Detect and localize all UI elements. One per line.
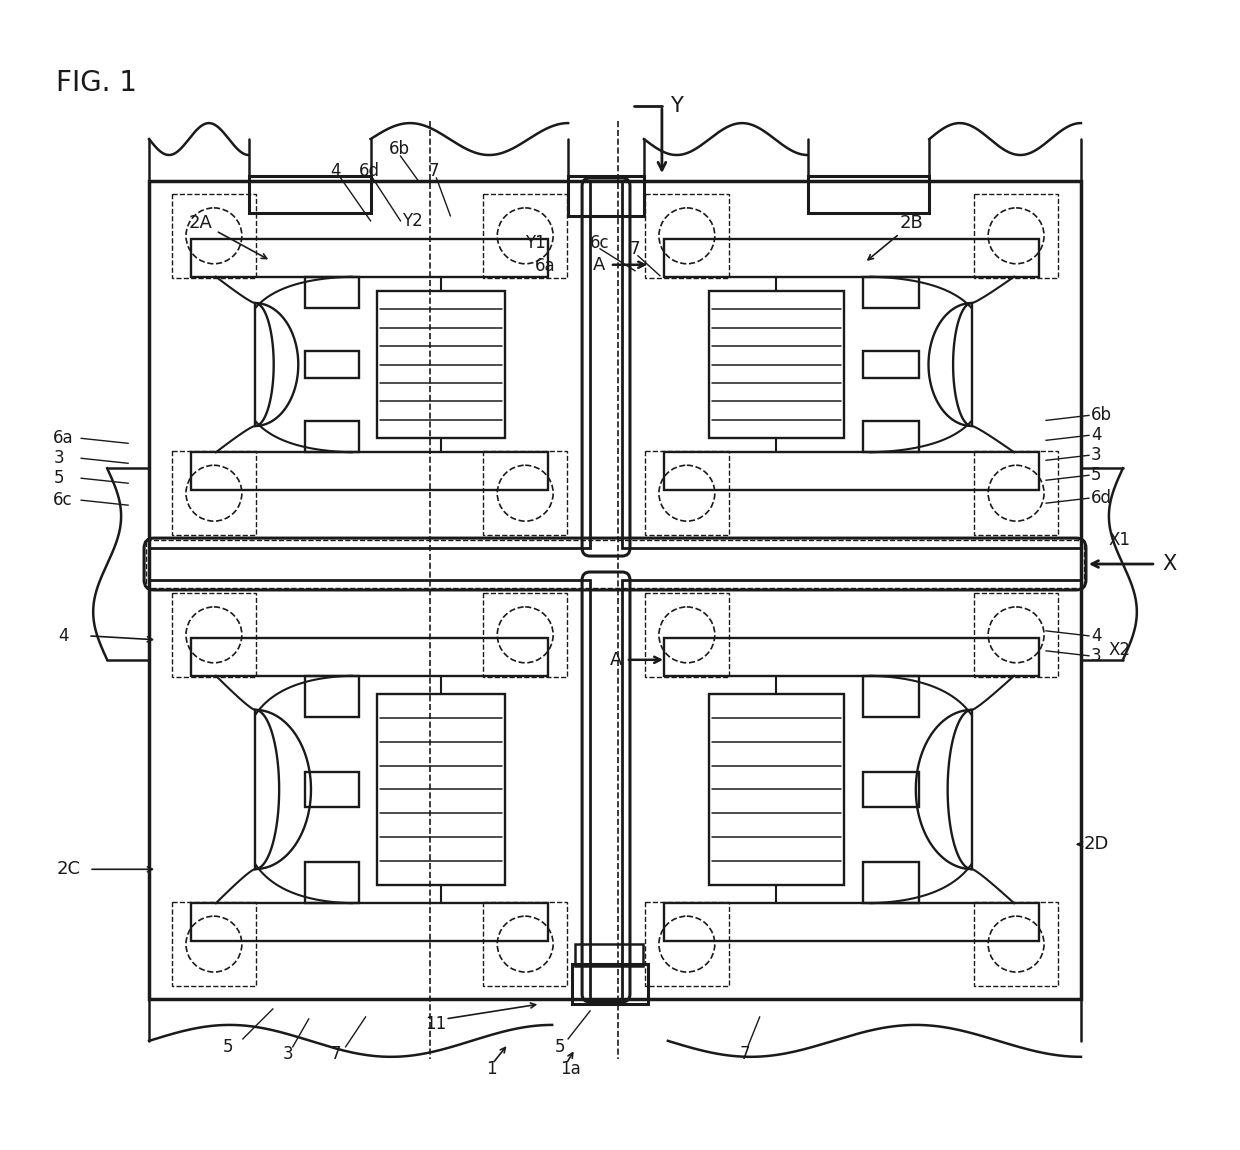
Bar (377, 693, 505, 886)
Text: 11: 11 (425, 1015, 446, 1033)
Text: A: A (593, 255, 605, 274)
Bar (863, 352, 919, 377)
Bar (149, 181, 1081, 999)
Bar (663, 452, 1039, 490)
Bar (622, 181, 1081, 549)
Text: 5: 5 (223, 1037, 233, 1056)
Text: 6a: 6a (53, 429, 74, 447)
Text: 2C: 2C (56, 860, 81, 879)
Bar (645, 593, 729, 676)
Bar (572, 964, 649, 1004)
Bar (622, 580, 1081, 999)
Bar (975, 451, 1058, 535)
Text: 3: 3 (53, 450, 64, 467)
Bar (975, 903, 1058, 986)
Text: FIG. 1: FIG. 1 (56, 69, 138, 98)
Text: Y2: Y2 (403, 212, 423, 230)
Bar (191, 638, 548, 676)
Text: 6b: 6b (1091, 406, 1112, 424)
Text: 2B: 2B (899, 214, 923, 232)
Bar (172, 593, 255, 676)
Text: 4: 4 (331, 162, 341, 181)
Bar (149, 580, 590, 999)
Bar (305, 862, 358, 903)
Text: 1: 1 (486, 1060, 497, 1078)
Bar (172, 903, 255, 986)
Text: 3: 3 (1091, 646, 1101, 665)
Bar (249, 176, 371, 213)
Text: 4: 4 (1091, 627, 1101, 645)
Bar (172, 194, 255, 277)
Text: X2: X2 (1109, 641, 1131, 659)
Bar (863, 676, 919, 716)
Text: 4: 4 (58, 627, 68, 645)
Text: 5: 5 (53, 469, 63, 488)
Bar (663, 903, 1039, 941)
Bar (305, 421, 358, 452)
Text: 3: 3 (1091, 446, 1101, 465)
Bar (645, 194, 729, 277)
Bar (863, 277, 919, 308)
Bar (863, 862, 919, 903)
Bar (484, 451, 567, 535)
Text: 5: 5 (1091, 466, 1101, 484)
Text: 4: 4 (1091, 427, 1101, 444)
Text: 7: 7 (630, 240, 641, 258)
Bar (191, 903, 548, 941)
Text: 6a: 6a (536, 256, 556, 275)
Bar (146, 540, 1084, 588)
Bar (975, 593, 1058, 676)
Text: X: X (1163, 554, 1177, 574)
Text: 3: 3 (283, 1045, 294, 1063)
Text: 7: 7 (331, 1045, 341, 1063)
Bar (709, 291, 844, 438)
Text: 6c: 6c (53, 491, 73, 509)
Bar (484, 903, 567, 986)
Bar (645, 451, 729, 535)
Text: 5: 5 (556, 1037, 565, 1056)
Bar (575, 944, 644, 966)
Bar (305, 676, 358, 716)
Bar (377, 291, 505, 438)
Text: A: A (610, 651, 622, 669)
Text: 7: 7 (429, 162, 439, 181)
Text: X1: X1 (1109, 531, 1131, 549)
Bar (172, 451, 255, 535)
Bar (975, 194, 1058, 277)
Text: 6d: 6d (1091, 489, 1112, 507)
Text: Y: Y (670, 97, 683, 116)
Bar (305, 277, 358, 308)
Bar (807, 176, 929, 213)
Text: 6d: 6d (358, 162, 379, 181)
Text: 2D: 2D (1084, 835, 1110, 853)
Bar (663, 638, 1039, 676)
Bar (863, 773, 919, 806)
Bar (149, 181, 590, 549)
Bar (568, 176, 644, 216)
Bar (663, 239, 1039, 277)
Text: 2A: 2A (188, 214, 213, 232)
Text: 6b: 6b (388, 140, 409, 158)
Text: 1a: 1a (560, 1060, 580, 1078)
Bar (645, 903, 729, 986)
Bar (484, 593, 567, 676)
Bar (863, 421, 919, 452)
Bar (191, 452, 548, 490)
Bar (484, 194, 567, 277)
Text: Y1: Y1 (526, 233, 546, 252)
Bar (305, 773, 358, 806)
Text: 6c: 6c (590, 233, 610, 252)
Text: 7: 7 (740, 1045, 750, 1063)
Bar (191, 239, 548, 277)
Bar (709, 693, 844, 886)
Bar (305, 352, 358, 377)
